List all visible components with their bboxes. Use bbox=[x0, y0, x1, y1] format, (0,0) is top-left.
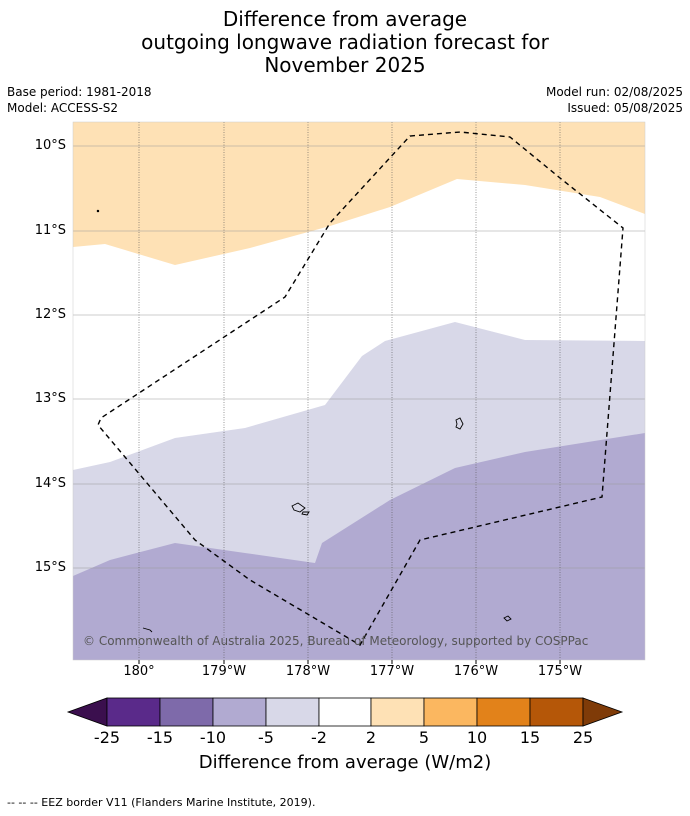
lat-label-13s: 13°S bbox=[34, 391, 66, 406]
colorbar-tick: 5 bbox=[418, 728, 430, 747]
model-run: Model run: 02/08/2025 bbox=[545, 85, 683, 99]
lon-label-175w: 175°W bbox=[537, 664, 583, 679]
lat-label-15s: 15°S bbox=[34, 560, 66, 575]
colorbar-segment bbox=[318, 697, 372, 727]
colorbar-tick: -15 bbox=[146, 728, 174, 747]
eez-border bbox=[97, 131, 624, 646]
longitude-ticks bbox=[138, 660, 561, 664]
copyright-notice: © Commonwealth of Australia 2025, Bureau… bbox=[83, 634, 588, 648]
island-west-small bbox=[301, 511, 310, 516]
longitude-gridlines bbox=[138, 122, 561, 660]
colorbar-segment bbox=[529, 697, 584, 727]
base-period: Base period: 1981-2018 bbox=[7, 85, 152, 99]
colorbar-title: Difference from average (W/m2) bbox=[198, 752, 492, 773]
colorbar-segment bbox=[265, 697, 320, 727]
colorbar-tick: -2 bbox=[311, 728, 327, 747]
lon-label-180: 180° bbox=[123, 664, 155, 679]
meta-right: Model run: 02/08/2025 Issued: 05/08/2025 bbox=[546, 84, 683, 116]
colorbar-extend-low bbox=[66, 697, 108, 727]
title-line-1: Difference from average bbox=[222, 7, 468, 31]
colorbar-segment bbox=[370, 697, 425, 727]
map-frame bbox=[72, 121, 646, 661]
negative-anomaly-region-medium bbox=[73, 433, 645, 660]
lat-label-10s: 10°S bbox=[34, 138, 66, 153]
lat-label-14s: 14°S bbox=[34, 476, 66, 491]
lat-label-12s: 12°S bbox=[34, 307, 66, 322]
lon-label-178w: 178°W bbox=[285, 664, 331, 679]
colorbar-tick: 2 bbox=[365, 728, 377, 747]
eez-legend-footnote: -- -- -- EEZ border V11 (Flanders Marine… bbox=[7, 796, 316, 809]
lon-label-176w: 176°W bbox=[453, 664, 499, 679]
latitude-gridlines bbox=[73, 145, 645, 569]
islands bbox=[96, 209, 512, 633]
map-area: © Commonwealth of Australia 2025, Bureau… bbox=[73, 122, 645, 660]
colorbar-segment bbox=[423, 697, 478, 727]
colorbar-tick: -10 bbox=[199, 728, 227, 747]
model-name: Model: ACCESS-S2 bbox=[7, 101, 119, 115]
island-northwest bbox=[96, 209, 100, 213]
lon-label-177w: 177°W bbox=[369, 664, 415, 679]
island-southwest bbox=[142, 627, 153, 633]
colorbar-tick: 25 bbox=[572, 728, 594, 747]
colorbar-segment bbox=[476, 697, 531, 727]
colorbar-segment bbox=[159, 697, 214, 727]
meta-left: Base period: 1981-2018 Model: ACCESS-S2 bbox=[7, 84, 152, 116]
colorbar bbox=[66, 697, 624, 727]
title-line-2: outgoing longwave radiation forecast for bbox=[141, 30, 549, 54]
colorbar-tick: 10 bbox=[466, 728, 488, 747]
map-title: Difference from average outgoing longwav… bbox=[0, 8, 690, 77]
colorbar-tick: -5 bbox=[258, 728, 274, 747]
colorbar-extend-high bbox=[582, 697, 624, 727]
lon-label-179w: 179°W bbox=[201, 664, 247, 679]
positive-anomaly-region bbox=[73, 122, 645, 265]
title-line-3: November 2025 bbox=[264, 53, 426, 77]
island-central bbox=[455, 417, 464, 430]
island-west bbox=[291, 502, 306, 513]
colorbar-tick: -25 bbox=[93, 728, 121, 747]
lat-label-11s: 11°S bbox=[34, 223, 66, 238]
colorbar-segment bbox=[106, 697, 161, 727]
colorbar-segment bbox=[212, 697, 267, 727]
issued-date: Issued: 05/08/2025 bbox=[567, 101, 683, 115]
colorbar-tick: 15 bbox=[519, 728, 541, 747]
island-southeast bbox=[503, 615, 512, 622]
